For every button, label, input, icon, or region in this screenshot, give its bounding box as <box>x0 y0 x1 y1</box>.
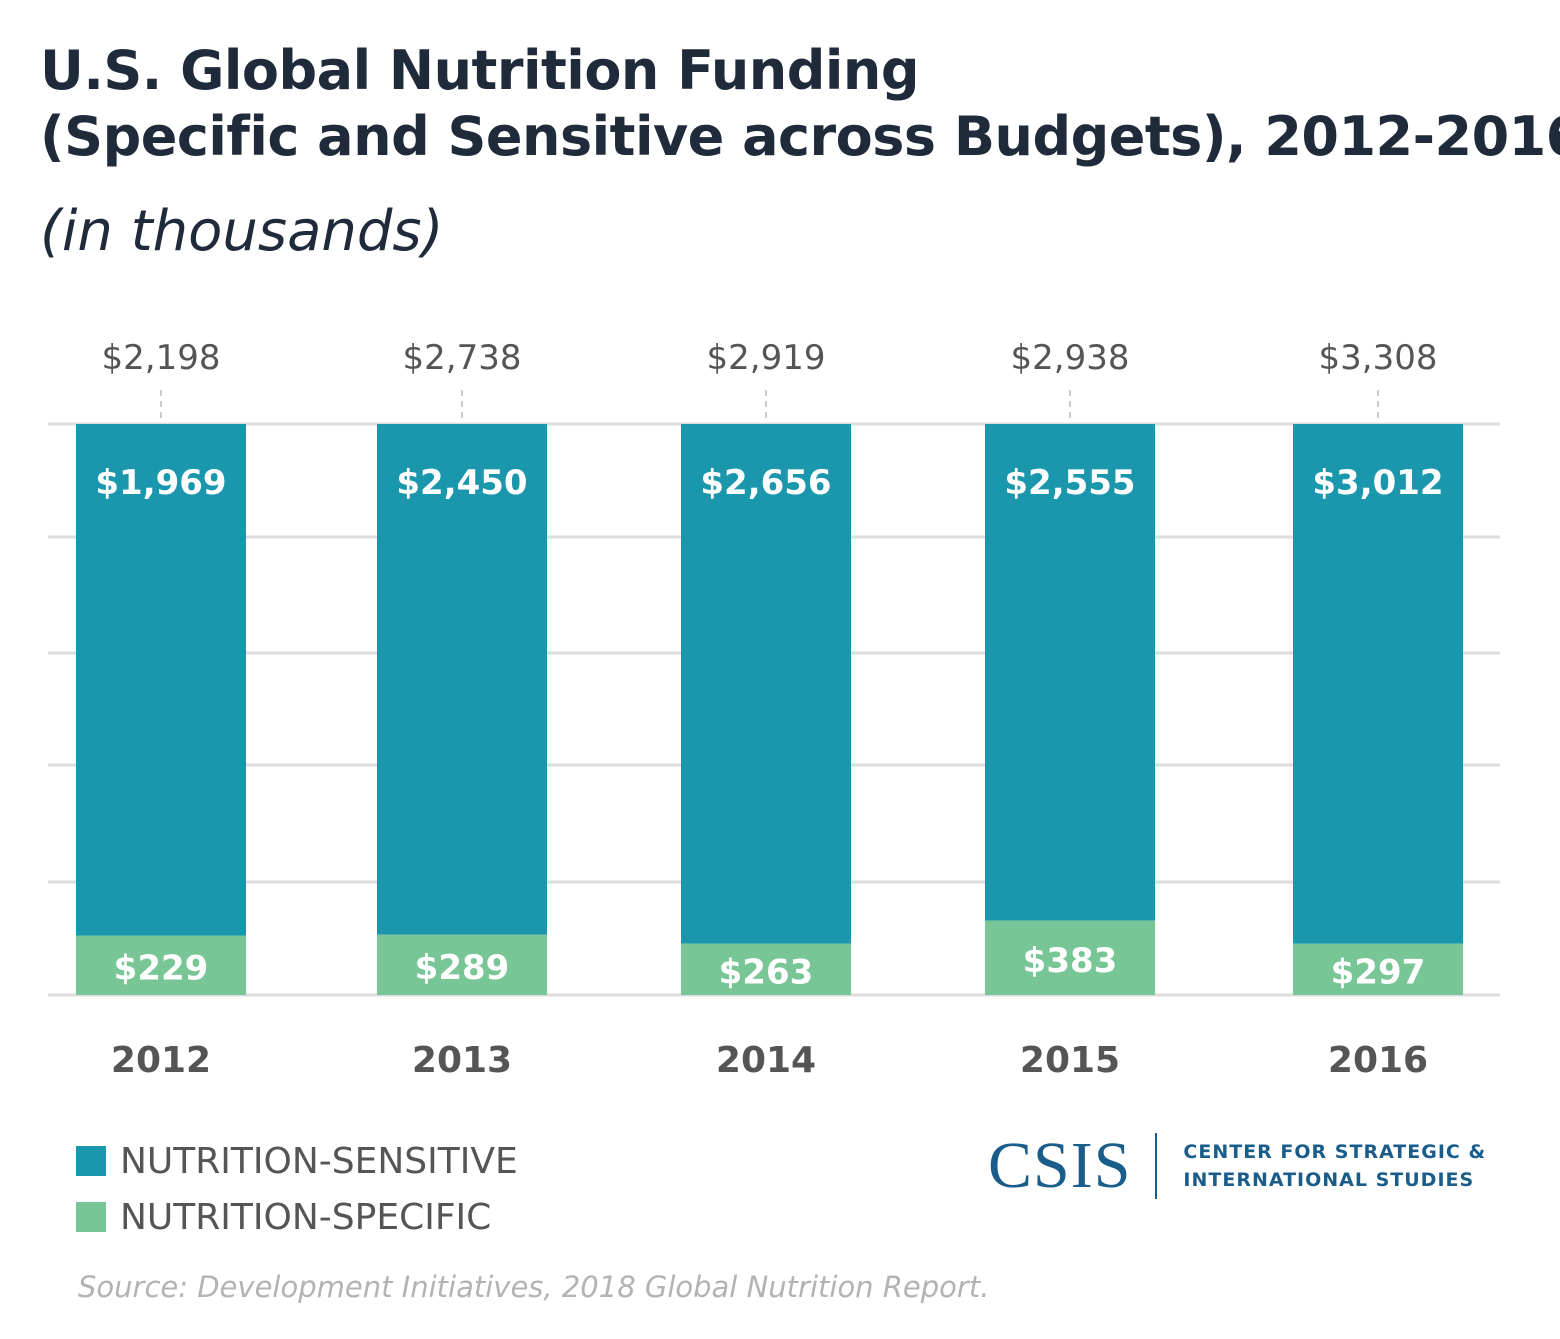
data-label-specific-2012: $229 <box>114 948 209 988</box>
category-label-2014: 2014 <box>716 1040 816 1081</box>
category-label-2013: 2013 <box>412 1040 512 1081</box>
data-label-sensitive-2013: $2,450 <box>396 463 527 503</box>
legend-swatch-sensitive <box>76 1146 106 1176</box>
chart-title: U.S. Global Nutrition Funding (Specific … <box>40 38 1560 170</box>
logo-divider <box>1155 1133 1158 1199</box>
data-label-sensitive-2015: $2,555 <box>1004 463 1135 503</box>
data-label-specific-2016: $297 <box>1331 952 1426 992</box>
legend: NUTRITION-SENSITIVE NUTRITION-SPECIFIC <box>76 1133 518 1245</box>
chart-subtitle: (in thousands) <box>40 199 444 264</box>
total-label-2013: $2,738 <box>403 338 522 378</box>
data-label-sensitive-2012: $1,969 <box>95 463 226 503</box>
bar-specific-2014 <box>681 943 851 995</box>
category-label-2016: 2016 <box>1328 1040 1428 1081</box>
bar-sensitive-2013 <box>377 424 547 935</box>
bar-specific-2016 <box>1293 943 1463 995</box>
data-label-sensitive-2016: $3,012 <box>1312 463 1443 503</box>
total-label-2014: $2,919 <box>707 338 826 378</box>
legend-item-sensitive: NUTRITION-SENSITIVE <box>76 1133 518 1189</box>
bar-sensitive-2015 <box>985 424 1155 921</box>
legend-item-specific: NUTRITION-SPECIFIC <box>76 1189 518 1245</box>
chart-title-line-1: U.S. Global Nutrition Funding <box>40 39 920 102</box>
bar-sensitive-2012 <box>76 424 246 936</box>
legend-label-specific: NUTRITION-SPECIFIC <box>120 1196 492 1238</box>
logo-text-line-2: INTERNATIONAL STUDIES <box>1183 1169 1475 1191</box>
logo-text: CENTER FOR STRATEGIC & INTERNATIONAL STU… <box>1183 1138 1486 1194</box>
csis-logo: CSIS CENTER FOR STRATEGIC & INTERNATIONA… <box>988 1128 1486 1204</box>
bar-sensitive-2016 <box>1293 424 1463 944</box>
category-label-2012: 2012 <box>111 1040 211 1081</box>
source-note: Source: Development Initiatives, 2018 Gl… <box>78 1270 990 1304</box>
bar-specific-2012 <box>76 935 246 995</box>
bar-sensitive-2014 <box>681 424 851 944</box>
stacked-bar-chart: $1,969 $229 $2,198 2012 $2,450 $289 $2,738 2013… <box>48 338 1500 1081</box>
logo-text-line-1: CENTER FOR STRATEGIC & <box>1183 1141 1487 1163</box>
bar-specific-2013 <box>377 934 547 995</box>
logo-mark: CSIS <box>988 1129 1132 1202</box>
total-label-2015: $2,938 <box>1011 338 1130 378</box>
legend-swatch-specific <box>76 1202 106 1232</box>
legend-label-sensitive: NUTRITION-SENSITIVE <box>120 1140 518 1182</box>
data-label-specific-2014: $263 <box>719 952 814 992</box>
total-label-2012: $2,198 <box>102 338 221 378</box>
bar-specific-2015 <box>985 920 1155 995</box>
total-label-2016: $3,308 <box>1319 338 1438 378</box>
data-label-specific-2013: $289 <box>415 948 510 988</box>
category-label-2015: 2015 <box>1020 1040 1120 1081</box>
data-label-specific-2015: $383 <box>1023 941 1118 981</box>
chart-title-line-2: (Specific and Sensitive across Budgets),… <box>40 105 1560 168</box>
data-label-sensitive-2014: $2,656 <box>700 463 831 503</box>
